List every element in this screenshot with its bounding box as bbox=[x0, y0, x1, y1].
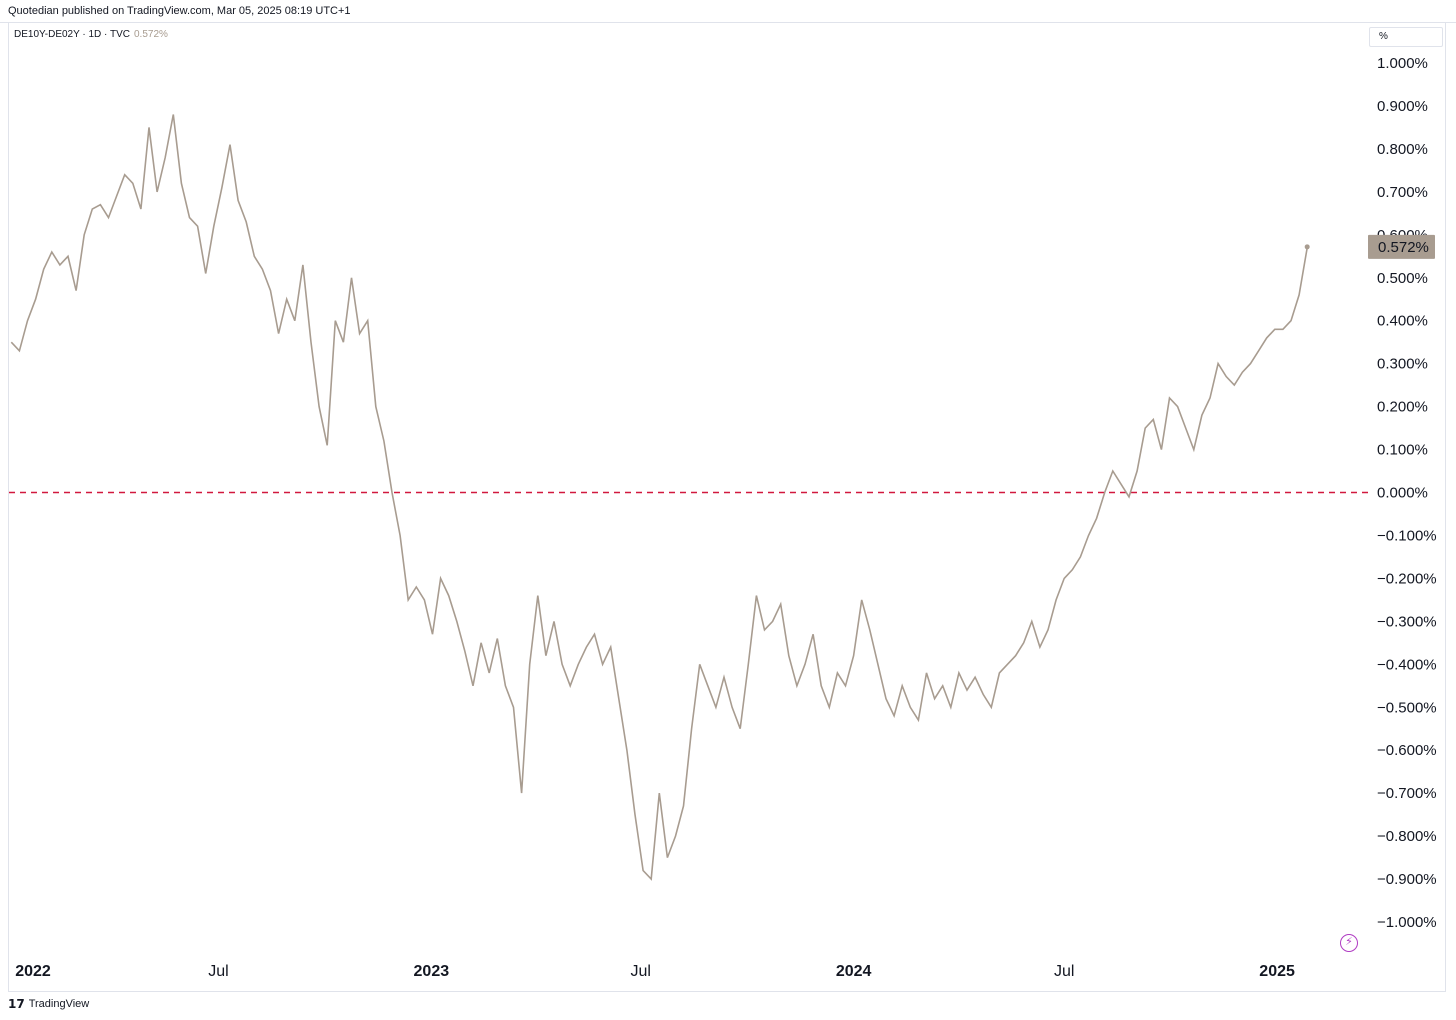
y-tick-label: 0.200% bbox=[1377, 399, 1428, 416]
x-tick-label: Jul bbox=[1054, 963, 1074, 980]
y-tick-label: −1.000% bbox=[1377, 914, 1437, 931]
chart-frame bbox=[8, 22, 1446, 992]
publisher-line: Quotedian published on TradingView.com, … bbox=[8, 5, 351, 17]
y-tick-label: −0.300% bbox=[1377, 613, 1437, 630]
y-tick-label: 0.000% bbox=[1377, 485, 1428, 502]
unit-selector[interactable]: % bbox=[1369, 27, 1443, 47]
y-axis: 1.000%0.900%0.800%0.700%0.600%0.500%0.40… bbox=[1377, 55, 1437, 931]
lightning-icon[interactable]: ⚡ bbox=[1340, 934, 1358, 952]
tradingview-logo-icon: 𝟭𝟳 bbox=[8, 997, 25, 1011]
legend-value: 0.572% bbox=[133, 29, 168, 40]
y-tick-label: −0.100% bbox=[1377, 527, 1437, 544]
x-tick-label: 2022 bbox=[15, 963, 51, 980]
x-tick-label: Jul bbox=[208, 963, 228, 980]
y-tick-label: 0.300% bbox=[1377, 356, 1428, 373]
x-tick-label: 2024 bbox=[836, 963, 872, 980]
x-tick-label: 2023 bbox=[414, 963, 450, 980]
y-tick-label: −0.900% bbox=[1377, 871, 1437, 888]
footer-brand: TradingView bbox=[28, 998, 90, 1010]
y-tick-label: 0.100% bbox=[1377, 442, 1428, 459]
y-tick-label: −0.600% bbox=[1377, 742, 1437, 759]
y-tick-label: −0.200% bbox=[1377, 570, 1437, 587]
top-bar: Quotedian published on TradingView.com, … bbox=[0, 0, 1456, 23]
last-value-label: 0.572% bbox=[1378, 239, 1429, 256]
symbol-legend[interactable]: DE10Y-DE02Y · 1D · TVC 0.572% bbox=[14, 29, 168, 40]
y-tick-label: 0.500% bbox=[1377, 270, 1428, 287]
y-tick-label: 0.700% bbox=[1377, 184, 1428, 201]
series-line bbox=[10, 114, 1308, 881]
legend-symbol: DE10Y-DE02Y · 1D · TVC bbox=[14, 29, 130, 40]
y-tick-label: −0.500% bbox=[1377, 699, 1437, 716]
last-value-dot bbox=[1304, 244, 1310, 250]
y-tick-label: 0.400% bbox=[1377, 313, 1428, 330]
y-tick-label: −0.400% bbox=[1377, 656, 1437, 673]
y-tick-label: 0.900% bbox=[1377, 98, 1428, 115]
y-tick-label: 0.800% bbox=[1377, 141, 1428, 158]
y-tick-label: −0.700% bbox=[1377, 785, 1437, 802]
x-axis: 2022 Jul 2023 Jul 2024 Jul 2025 bbox=[15, 963, 1295, 980]
x-tick-label: 2025 bbox=[1259, 963, 1295, 980]
y-tick-label: 1.000% bbox=[1377, 55, 1428, 72]
footer: 𝟭𝟳 TradingView bbox=[8, 997, 89, 1011]
x-tick-label: Jul bbox=[631, 963, 651, 980]
last-value-badge: 0.572% bbox=[1368, 234, 1435, 259]
y-tick-label: −0.800% bbox=[1377, 828, 1437, 845]
